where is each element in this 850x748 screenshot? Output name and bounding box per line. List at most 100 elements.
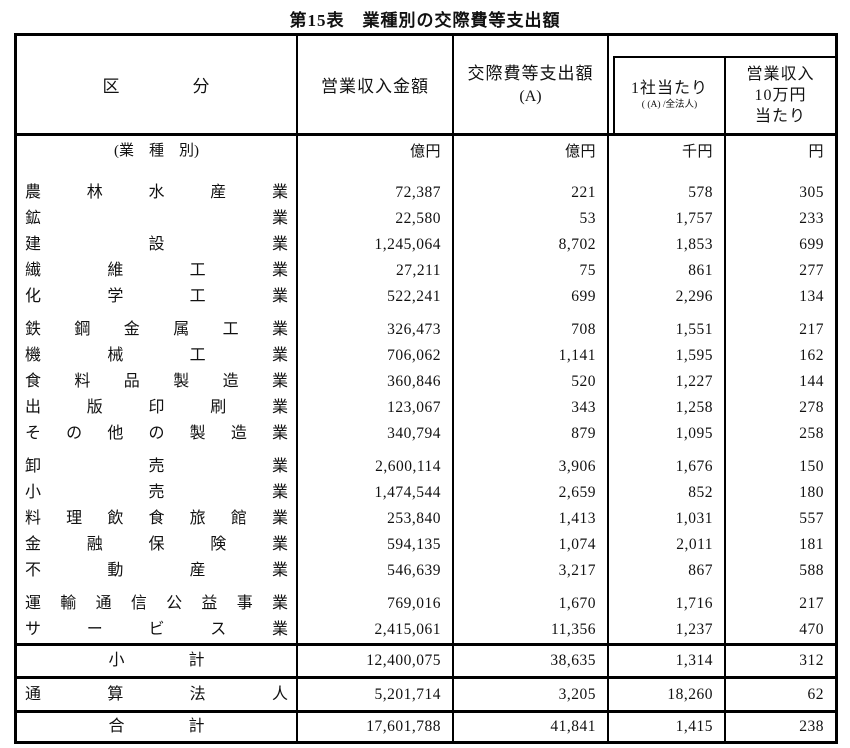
value-per-company: 1,551 bbox=[609, 317, 726, 343]
group-spacer bbox=[17, 310, 835, 317]
consolidated-expense: 3,205 bbox=[454, 679, 609, 710]
industry-label: サービス業 bbox=[17, 617, 298, 643]
spacer-cell bbox=[298, 310, 454, 317]
value-expense: 221 bbox=[454, 180, 609, 206]
value-operating-revenue: 769,016 bbox=[298, 591, 454, 617]
consolidated-per-revenue: 62 bbox=[807, 685, 824, 703]
subtotal-operating-revenue: 12,400,075 bbox=[298, 646, 454, 676]
industry-label: その他の製造業 bbox=[17, 421, 298, 447]
table-row: 化学工業 522,241 699 2,296 134 bbox=[17, 284, 835, 310]
industry-label: 化学工業 bbox=[17, 284, 298, 310]
industry-label: 機械工業 bbox=[17, 343, 298, 369]
value-operating-revenue: 340,794 bbox=[298, 421, 454, 447]
units-expense: 億円 bbox=[454, 136, 609, 168]
value-expense: 708 bbox=[454, 317, 609, 343]
subtotal-label: 小 計 bbox=[17, 646, 298, 676]
total-per-revenue: 238 bbox=[799, 718, 824, 735]
value-per-company: 1,031 bbox=[609, 506, 726, 532]
table-row: 鉄鋼金属工業 326,473 708 1,551 217 bbox=[17, 317, 835, 343]
value-expense: 699 bbox=[454, 284, 609, 310]
value-expense: 75 bbox=[454, 258, 609, 284]
group-spacer bbox=[17, 168, 835, 180]
group-spacer bbox=[17, 447, 835, 454]
total-per-company: 1,415 bbox=[609, 713, 726, 741]
expense-table: 区 分 営業収入金額 交際費等支出額 (A) 1社当たり ( (A) /全法人)… bbox=[14, 33, 838, 744]
value-operating-revenue: 326,473 bbox=[298, 317, 454, 343]
table-row: サービス業 2,415,061 11,356 1,237 470 bbox=[17, 617, 835, 643]
value-per-company: 852 bbox=[609, 480, 726, 506]
value-per-revenue: 557 bbox=[799, 510, 824, 527]
spacer-cell bbox=[609, 168, 726, 180]
spacer-cell bbox=[609, 584, 726, 591]
header-per-revenue-line3: 当たり bbox=[754, 108, 806, 125]
header-inner-box: 1社当たり ( (A) /全法人) 営業収入 10万円 当たり bbox=[613, 56, 835, 133]
industry-label: 鉱業 bbox=[17, 206, 298, 232]
page-title: 第15表 業種別の交際費等支出額 bbox=[289, 11, 561, 30]
header-right-group: 1社当たり ( (A) /全法人) 営業収入 10万円 当たり bbox=[609, 36, 835, 133]
spacer-cell bbox=[726, 310, 835, 317]
industry-label: 繊維工業 bbox=[17, 258, 298, 284]
consolidated-corporation-row: 通算法人 5,201,714 3,205 18,260 62 bbox=[17, 676, 835, 710]
consolidated-operating-revenue: 5,201,714 bbox=[298, 679, 454, 710]
industry-label: 食料品製造業 bbox=[17, 369, 298, 395]
value-per-company: 1,258 bbox=[609, 395, 726, 421]
value-per-revenue: 181 bbox=[799, 536, 824, 553]
industry-label: 農林水産業 bbox=[17, 180, 298, 206]
value-expense: 11,356 bbox=[454, 617, 609, 643]
industry-label: 卸売業 bbox=[17, 454, 298, 480]
value-operating-revenue: 22,580 bbox=[298, 206, 454, 232]
value-per-revenue: 470 bbox=[799, 621, 824, 638]
units-per-company: 千円 bbox=[609, 136, 726, 168]
table-row: 建設業 1,245,064 8,702 1,853 699 bbox=[17, 232, 835, 258]
spacer-cell bbox=[17, 310, 298, 317]
value-expense: 3,217 bbox=[454, 558, 609, 584]
table-header-row: 区 分 営業収入金額 交際費等支出額 (A) 1社当たり ( (A) /全法人)… bbox=[17, 36, 835, 136]
value-per-company: 1,757 bbox=[609, 206, 726, 232]
value-per-company: 2,296 bbox=[609, 284, 726, 310]
table-row: 不動産業 546,639 3,217 867 588 bbox=[17, 558, 835, 584]
header-per-revenue-line1: 営業収入 bbox=[746, 66, 815, 83]
spacer-cell bbox=[17, 168, 298, 180]
spacer-cell bbox=[454, 310, 609, 317]
total-row: 合 計 17,601,788 41,841 1,415 238 bbox=[17, 710, 835, 741]
value-operating-revenue: 1,474,544 bbox=[298, 480, 454, 506]
subtotal-expense: 38,635 bbox=[454, 646, 609, 676]
spacer-cell bbox=[726, 168, 835, 180]
header-entertainment-expense-line2: (A) bbox=[519, 88, 542, 105]
value-operating-revenue: 123,067 bbox=[298, 395, 454, 421]
value-operating-revenue: 1,245,064 bbox=[298, 232, 454, 258]
spacer-cell bbox=[609, 310, 726, 317]
industry-label: 料理飲食旅館業 bbox=[17, 506, 298, 532]
spacer-cell bbox=[17, 447, 298, 454]
value-operating-revenue: 253,840 bbox=[298, 506, 454, 532]
table-row: 機械工業 706,062 1,141 1,595 162 bbox=[17, 343, 835, 369]
value-operating-revenue: 2,415,061 bbox=[298, 617, 454, 643]
table-row: 料理飲食旅館業 253,840 1,413 1,031 557 bbox=[17, 506, 835, 532]
industry-label: 不動産業 bbox=[17, 558, 298, 584]
value-per-revenue: 588 bbox=[799, 562, 824, 579]
units-operating-revenue: 億円 bbox=[298, 136, 454, 168]
total-expense: 41,841 bbox=[454, 713, 609, 741]
value-per-revenue: 180 bbox=[799, 484, 824, 501]
header-operating-revenue: 営業収入金額 bbox=[298, 36, 454, 133]
industry-label: 建設業 bbox=[17, 232, 298, 258]
spacer-cell bbox=[298, 168, 454, 180]
value-per-company: 1,095 bbox=[609, 421, 726, 447]
table-row: 食料品製造業 360,846 520 1,227 144 bbox=[17, 369, 835, 395]
group-spacer bbox=[17, 584, 835, 591]
value-operating-revenue: 546,639 bbox=[298, 558, 454, 584]
value-expense: 1,670 bbox=[454, 591, 609, 617]
table-row: 農林水産業 72,387 221 578 305 bbox=[17, 180, 835, 206]
spacer-cell bbox=[726, 584, 835, 591]
table-row: 金融保険業 594,135 1,074 2,011 181 bbox=[17, 532, 835, 558]
units-label: (業 種 別) bbox=[17, 136, 298, 168]
spacer-cell bbox=[17, 584, 298, 591]
value-per-revenue: 134 bbox=[799, 288, 824, 305]
subtotal-per-company: 1,314 bbox=[609, 646, 726, 676]
consolidated-corporation-label: 通算法人 bbox=[17, 679, 298, 710]
consolidated-per-company: 18,260 bbox=[609, 679, 726, 710]
value-per-company: 867 bbox=[609, 558, 726, 584]
header-entertainment-expense-line1: 交際費等支出額 bbox=[467, 64, 594, 83]
table-row: その他の製造業 340,794 879 1,095 258 bbox=[17, 421, 835, 447]
value-operating-revenue: 522,241 bbox=[298, 284, 454, 310]
